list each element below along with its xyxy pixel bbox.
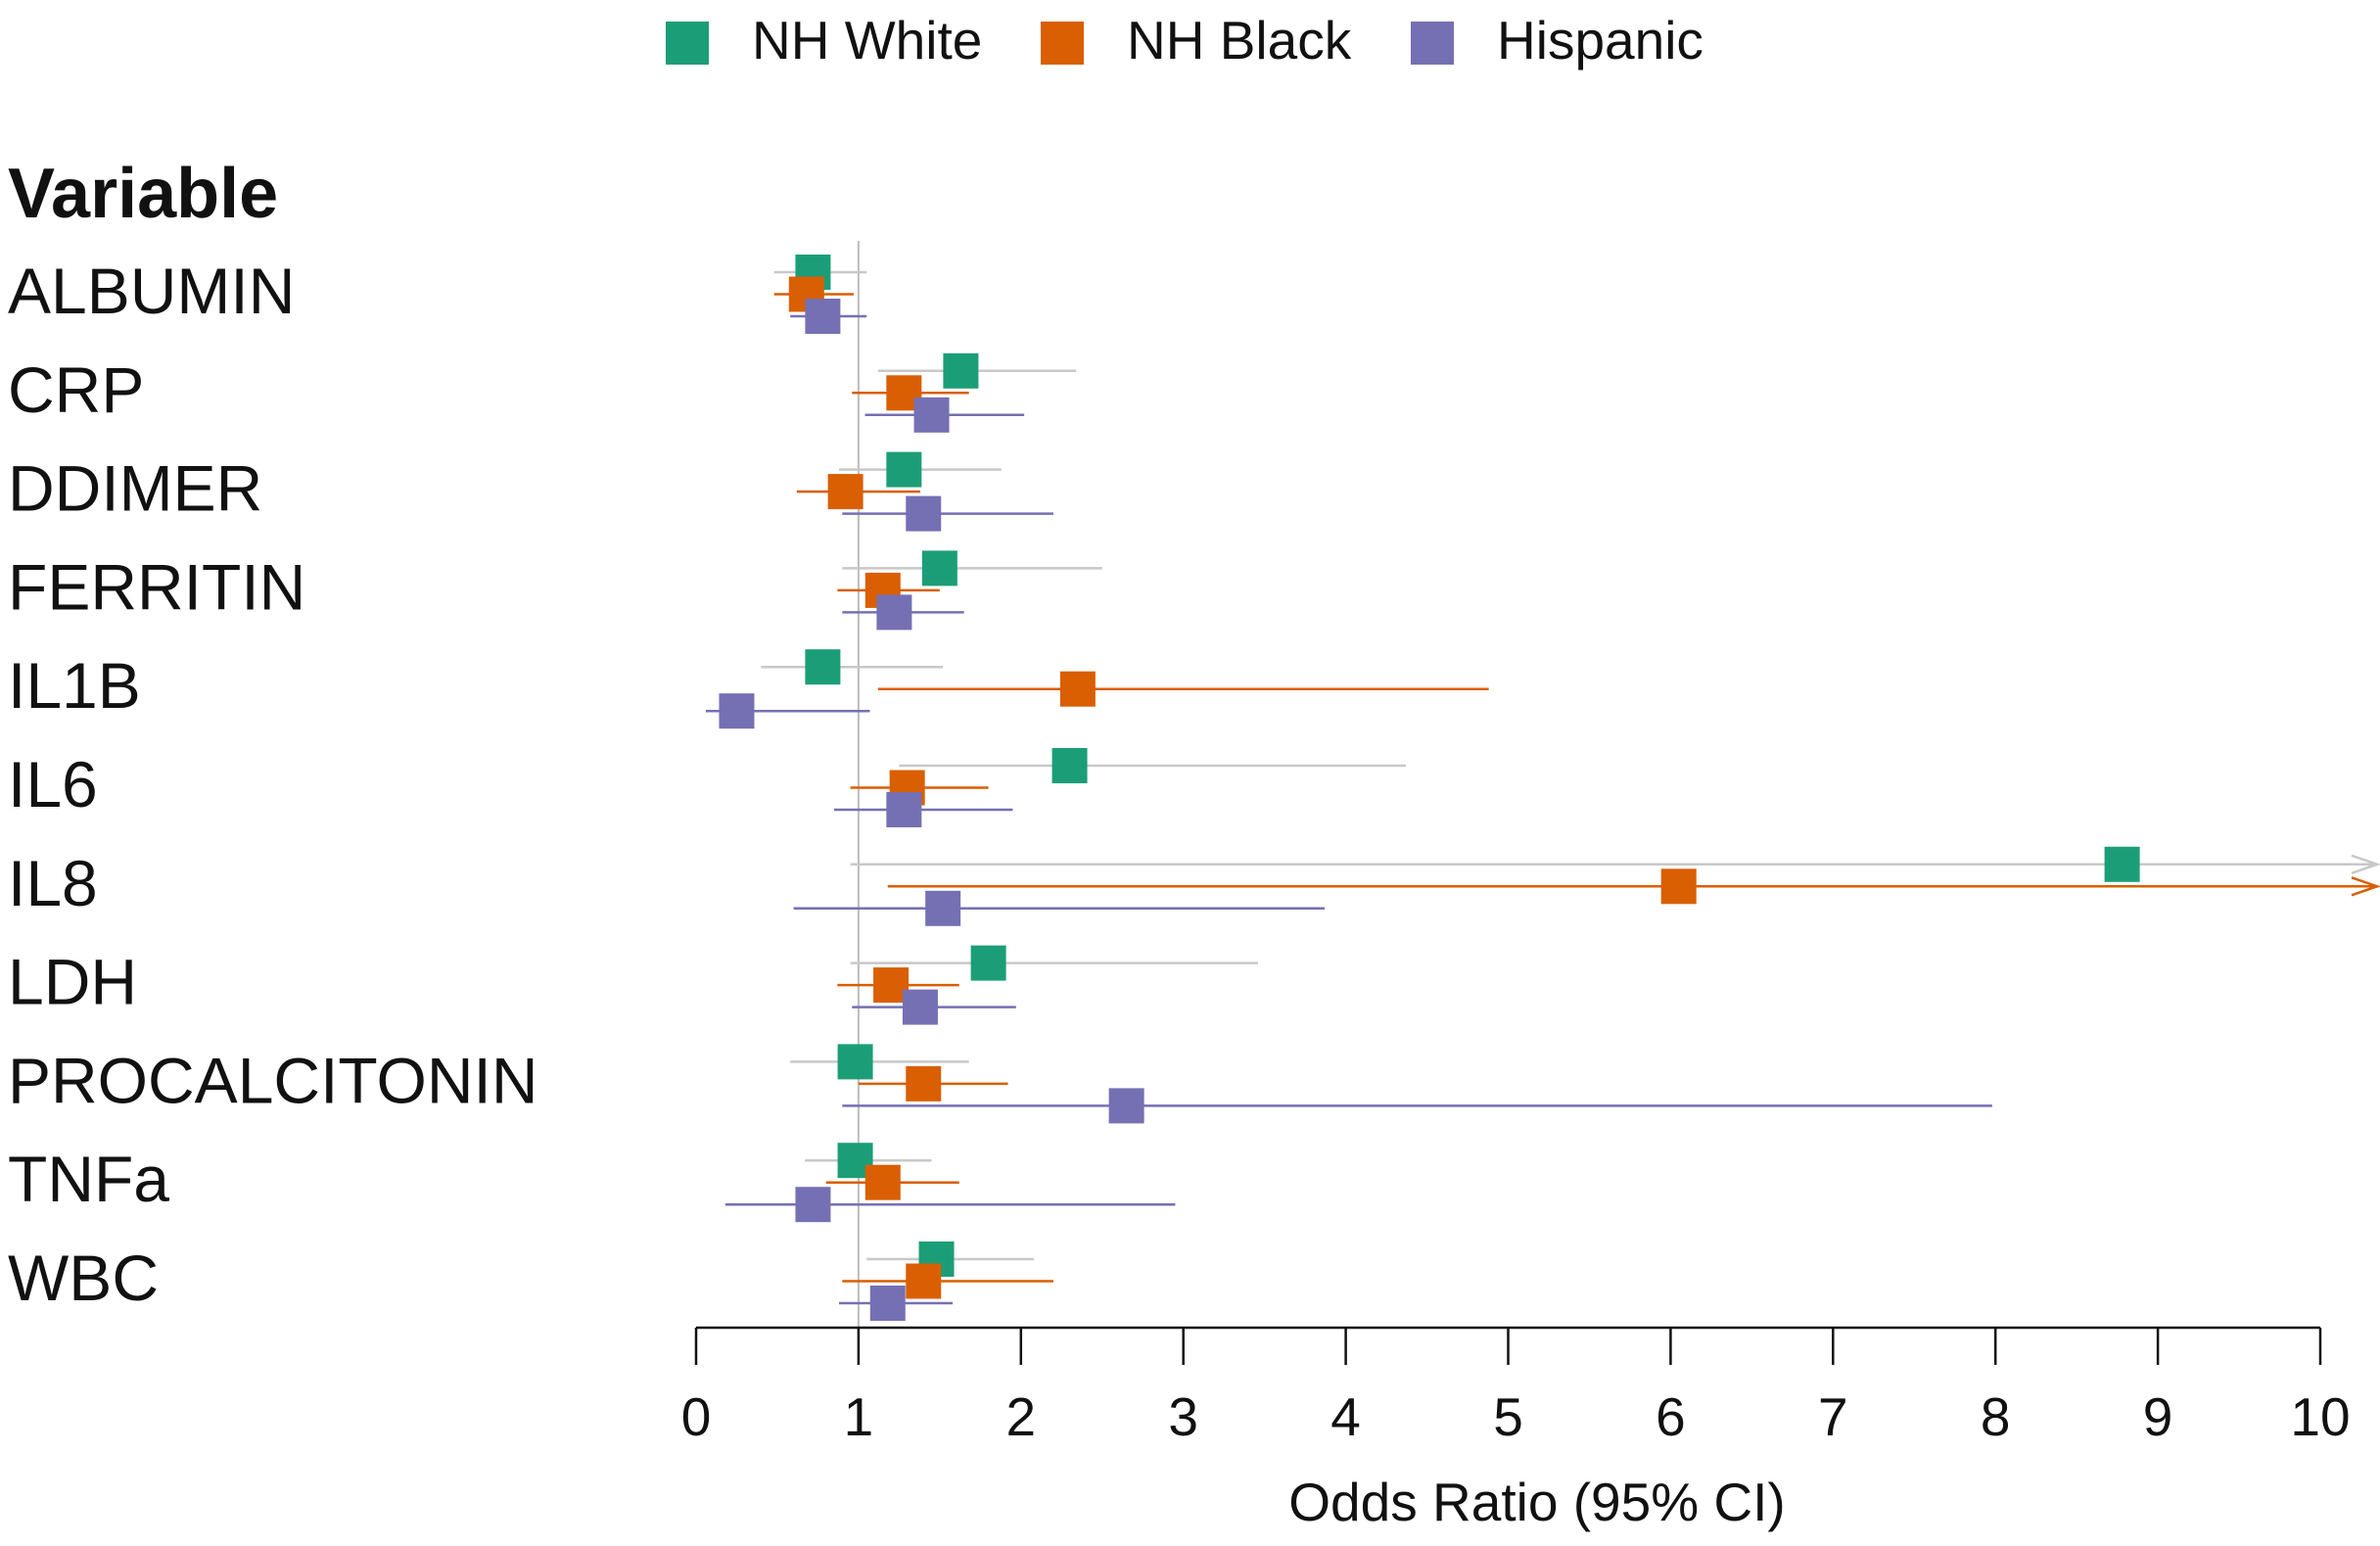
ci-arrow-nh-white [2351,854,2380,874]
point-estimate-nh-white [943,352,979,389]
point-estimate-hispanic [805,299,841,334]
point-estimate-nh-black [906,1065,942,1101]
legend-label: Hispanic [1497,10,1703,70]
variable-label: IL8 [8,847,98,919]
point-estimate-hispanic [795,1187,831,1223]
x-tick-label: 1 [844,1386,874,1447]
variable-label: WBC [8,1241,159,1314]
point-estimate-nh-white [2104,846,2140,882]
variable-label: IL6 [8,748,98,820]
point-estimate-hispanic [1108,1088,1144,1124]
row-tnfa: TNFa [8,1143,1176,1223]
variable-label: FERRITIN [8,550,305,623]
variable-label: DDIMER [8,452,262,525]
legend-label: NH Black [1127,10,1352,70]
x-tick-label: 7 [1818,1386,1848,1447]
point-estimate-nh-black [827,474,863,510]
point-estimate-nh-black [1059,671,1096,707]
point-estimate-nh-white [805,649,841,685]
legend: NH White NH Black Hispanic [666,10,1703,70]
point-estimate-nh-white [837,1044,873,1080]
point-estimate-hispanic [869,1286,906,1321]
x-tick-label: 3 [1168,1386,1198,1447]
row-crp: CRP [8,352,1077,433]
ci-arrow-nh-black [2351,876,2380,897]
x-tick-label: 10 [2290,1386,2350,1447]
point-estimate-hispanic [886,792,922,827]
point-estimate-hispanic [719,693,755,729]
variable-label: PROCALCITONIN [8,1044,538,1116]
x-axis: 0 1 2 3 4 5 6 7 8 9 10 [681,1326,2351,1447]
point-estimate-nh-black [1660,868,1697,905]
variable-label: IL1B [8,649,141,722]
point-estimate-nh-black [864,1164,901,1200]
x-tick-label: 0 [681,1386,712,1447]
variable-label: ALBUMIN [8,255,295,327]
legend-item-nh-white: NH White [666,10,982,70]
row-wbc: WBC [8,1241,1053,1321]
legend-item-hispanic: Hispanic [1411,10,1703,70]
row-il6: IL6 [8,748,1406,827]
variable-rows: ALBUMIN CRP DDIMER FERRITIN IL1B IL6 IL8 LDH PRO… [8,255,2380,1321]
point-estimate-hispanic [925,890,961,926]
row-il8: IL8 [8,846,2380,926]
variable-label: CRP [8,353,144,426]
variable-label: TNFa [8,1143,169,1215]
column-header: Variable [8,155,278,233]
x-tick-label: 4 [1330,1386,1361,1447]
x-tick-label: 5 [1493,1386,1523,1447]
point-estimate-nh-white [921,550,957,586]
point-estimate-nh-black [906,1263,942,1299]
legend-label: NH White [752,10,982,70]
variable-label: LDH [8,946,137,1018]
point-estimate-nh-white [886,451,922,488]
point-estimate-hispanic [906,495,942,532]
row-procalcitonin: PROCALCITONIN [8,1044,1992,1124]
legend-swatch [1411,22,1454,65]
x-tick-label: 6 [1656,1386,1686,1447]
row-albumin: ALBUMIN [8,255,867,334]
row-ddimer: DDIMER [8,452,1053,532]
legend-swatch [1041,22,1084,65]
x-axis-title: Odds Ratio (95% CI) [1288,1472,1785,1532]
point-estimate-hispanic [902,989,938,1025]
legend-swatch [666,22,709,65]
point-estimate-nh-white [1051,748,1088,783]
row-ferritin: FERRITIN [8,550,1102,631]
row-il1b: IL1B [8,649,1489,729]
x-tick-label: 9 [2143,1386,2173,1447]
legend-item-nh-black: NH Black [1041,10,1352,70]
point-estimate-hispanic [913,397,950,433]
x-tick-label: 8 [1981,1386,2011,1447]
point-estimate-hispanic [876,594,912,631]
row-ldh: LDH [8,945,1259,1025]
x-tick-label: 2 [1006,1386,1037,1447]
point-estimate-nh-white [970,945,1006,981]
